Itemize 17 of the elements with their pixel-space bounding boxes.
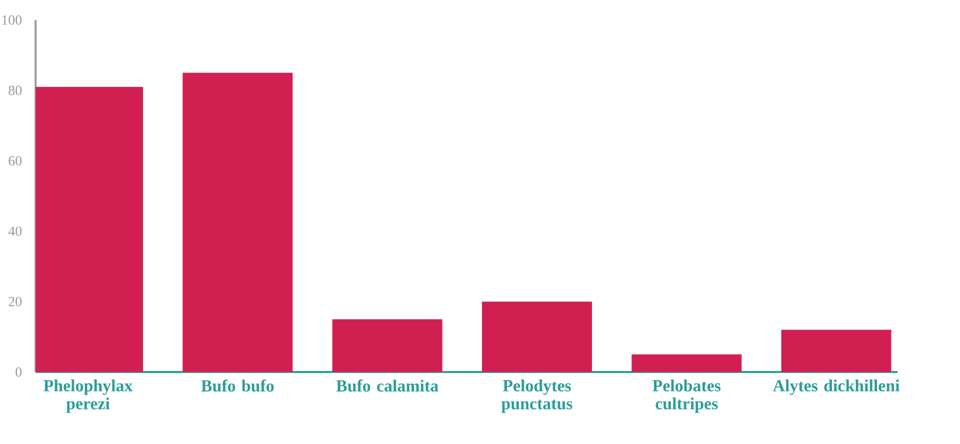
- x-tick-label: Phelophylax perezi: [44, 380, 133, 413]
- bar: [632, 354, 742, 372]
- y-tick-label: 20: [8, 296, 22, 306]
- y-tick-label: 80: [8, 86, 22, 96]
- bar: [482, 302, 592, 372]
- bar: [781, 330, 892, 372]
- x-tick-label: Bufo calamita: [336, 380, 438, 392]
- x-tick-label: Pelobates cultripes: [652, 380, 721, 413]
- bar: [182, 72, 293, 372]
- y-tick-label: 0: [16, 367, 22, 377]
- y-tick-label: 40: [8, 226, 22, 236]
- x-tick-label: Bufo bufo: [201, 380, 274, 392]
- y-tick-label: 100: [2, 15, 22, 25]
- bar: [332, 319, 442, 372]
- x-tick-label: Pelodytes punctatus: [501, 380, 572, 413]
- y-tick-label: 60: [8, 156, 22, 166]
- x-tick-label: Alytes dickhilleni: [772, 380, 900, 395]
